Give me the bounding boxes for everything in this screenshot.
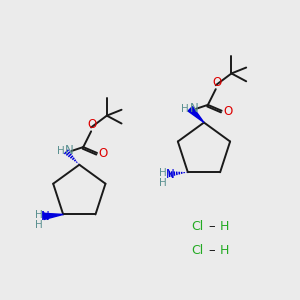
Text: H: H: [220, 220, 229, 233]
Text: H: H: [57, 146, 64, 156]
Text: N: N: [166, 168, 175, 181]
Text: N: N: [65, 145, 74, 158]
Text: H: H: [159, 178, 167, 188]
Text: Cl: Cl: [191, 244, 203, 256]
Text: H: H: [220, 244, 229, 256]
Text: O: O: [212, 76, 221, 89]
Text: H: H: [159, 168, 167, 178]
Polygon shape: [43, 213, 63, 220]
Text: O: O: [98, 147, 107, 161]
Text: N: N: [41, 210, 50, 223]
Polygon shape: [188, 106, 204, 122]
Text: H: H: [182, 104, 189, 114]
Text: H: H: [35, 220, 43, 230]
Text: O: O: [88, 118, 97, 131]
Text: H: H: [35, 210, 43, 220]
Text: N: N: [190, 102, 199, 115]
Text: O: O: [223, 105, 232, 118]
Text: Cl: Cl: [191, 220, 203, 233]
Text: –: –: [208, 220, 215, 233]
Text: –: –: [208, 244, 215, 256]
